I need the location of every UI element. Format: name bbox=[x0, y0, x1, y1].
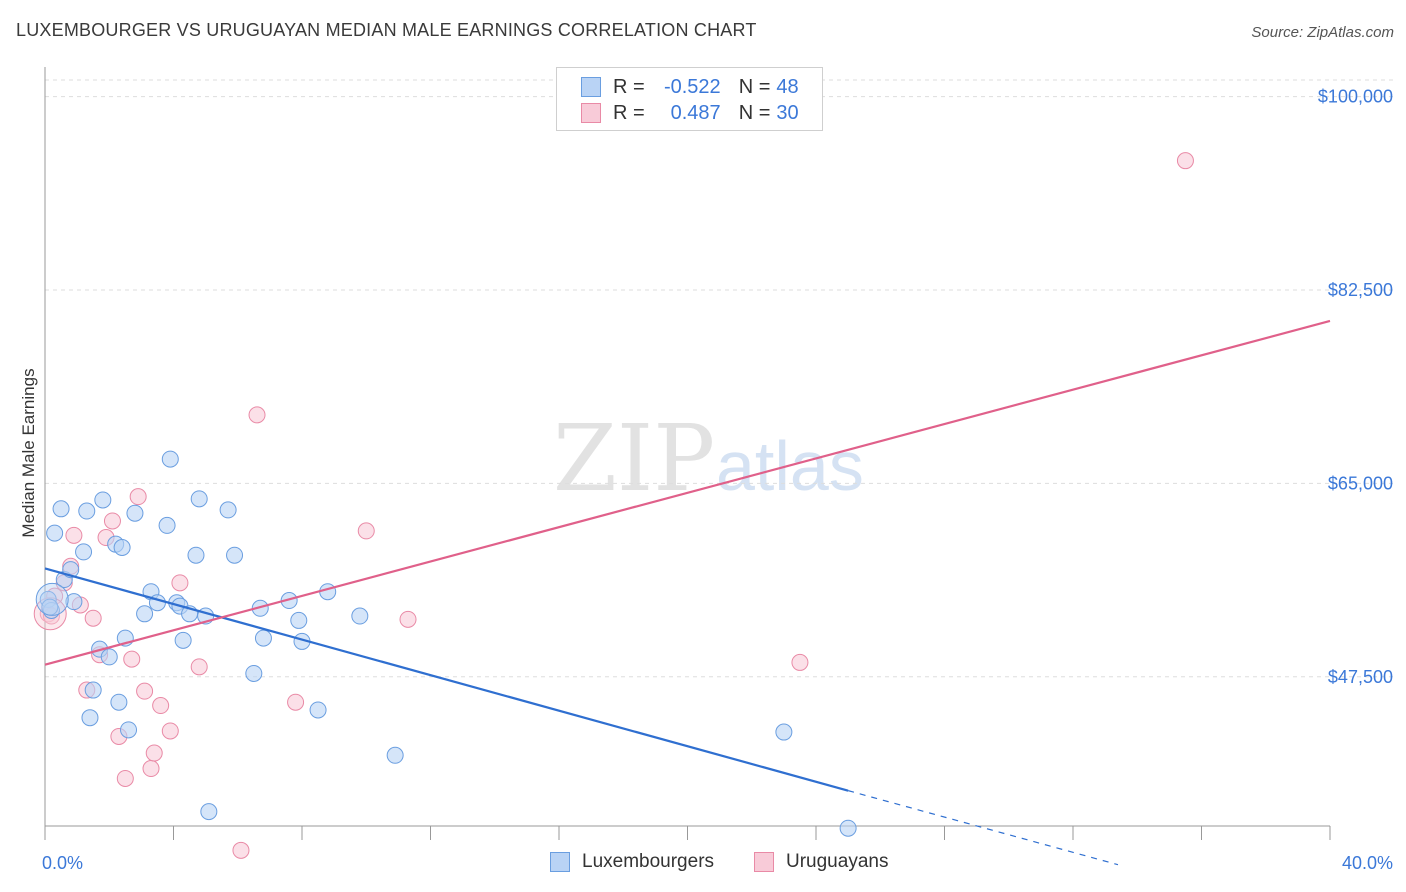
luxembourgers-point bbox=[52, 500, 70, 518]
luxembourgers-trend-line bbox=[44, 567, 849, 792]
luxembourgers-point bbox=[254, 629, 272, 647]
luxembourgers-point bbox=[81, 709, 99, 727]
luxembourgers-point bbox=[245, 664, 263, 682]
x-tick-labels: 0.0% 40.0% bbox=[42, 853, 1393, 873]
source-note: Source: ZipAtlas.com bbox=[1251, 24, 1394, 41]
source-label: Source: bbox=[1251, 24, 1304, 41]
luxembourgers-point bbox=[351, 607, 369, 625]
legend-item-uruguayans[interactable]: Uruguayans bbox=[754, 851, 888, 873]
luxembourgers-trend-extension bbox=[847, 790, 1119, 866]
legend-swatch-blue bbox=[581, 77, 601, 97]
chart-title: LUXEMBOURGER VS URUGUAYAN MEDIAN MALE EA… bbox=[16, 20, 757, 40]
uruguayans-point bbox=[791, 653, 809, 671]
uruguayans-point bbox=[123, 650, 141, 668]
luxembourgers-points bbox=[35, 450, 857, 837]
luxembourgers-point bbox=[226, 546, 244, 564]
luxembourgers-point bbox=[309, 701, 327, 719]
uruguayans-point bbox=[287, 693, 305, 711]
uruguayans-point bbox=[84, 609, 102, 627]
legend-item-luxembourgers[interactable]: Luxembourgers bbox=[550, 851, 714, 873]
uruguayans-point bbox=[232, 841, 250, 859]
legend-r-label: R = bbox=[613, 75, 645, 98]
watermark: ZIP atlas bbox=[553, 405, 864, 512]
luxembourgers-point bbox=[46, 524, 64, 542]
x-tick-label: 40.0% bbox=[1342, 853, 1393, 873]
y-tick-labels: $47,500 $65,000 $82,500 $100,000 bbox=[1318, 87, 1393, 687]
source-link[interactable]: ZipAtlas.com bbox=[1307, 24, 1394, 41]
luxembourgers-point bbox=[386, 746, 404, 764]
uruguayans-point bbox=[171, 574, 189, 592]
uruguayans-point bbox=[248, 406, 266, 424]
axes bbox=[44, 67, 1331, 840]
legend-label: Luxembourgers bbox=[582, 851, 715, 872]
luxembourgers-point bbox=[78, 502, 96, 520]
legend-r-value: -0.522 bbox=[663, 75, 721, 98]
legend-n-label: N = bbox=[738, 101, 771, 124]
luxembourgers-point bbox=[75, 543, 93, 561]
series-legend: Luxembourgers Uruguayans bbox=[0, 851, 1406, 877]
luxembourgers-point bbox=[290, 611, 308, 629]
luxembourgers-point bbox=[158, 516, 176, 534]
gridlines bbox=[45, 79, 1395, 678]
legend-n-value: 30 bbox=[776, 101, 799, 124]
luxembourgers-point bbox=[187, 546, 205, 564]
legend-swatch-pink bbox=[754, 852, 774, 872]
luxembourgers-point bbox=[319, 583, 337, 601]
legend-label: Uruguayans bbox=[786, 851, 889, 872]
luxembourgers-point bbox=[100, 648, 118, 666]
x-tick-label: 0.0% bbox=[42, 853, 83, 873]
uruguayans-point bbox=[145, 744, 163, 762]
legend-swatch-pink bbox=[581, 103, 601, 123]
legend-row-luxembourgers: R = -0.522 N = 48 bbox=[581, 75, 799, 99]
uruguayans-point bbox=[136, 682, 154, 700]
legend-n-label: N = bbox=[738, 75, 771, 98]
luxembourgers-point bbox=[190, 490, 208, 508]
uruguayans-trend-line bbox=[44, 319, 1331, 666]
legend-swatch-blue bbox=[550, 852, 570, 872]
luxembourgers-point bbox=[126, 504, 144, 522]
uruguayans-point bbox=[65, 526, 83, 544]
legend-row-uruguayans: R = 0.487 N = 30 bbox=[581, 101, 799, 125]
uruguayans-point bbox=[129, 488, 147, 506]
luxembourgers-point bbox=[113, 538, 131, 556]
legend-r-value: 0.487 bbox=[670, 101, 721, 124]
luxembourgers-point bbox=[94, 491, 112, 509]
luxembourgers-point bbox=[775, 723, 793, 741]
luxembourgers-point bbox=[174, 631, 192, 649]
y-axis-label: Median Male Earnings bbox=[19, 368, 38, 537]
uruguayans-point bbox=[399, 610, 417, 628]
y-tick-label: $47,500 bbox=[1328, 667, 1393, 687]
y-tick-label: $82,500 bbox=[1328, 280, 1393, 300]
luxembourgers-point bbox=[219, 501, 237, 519]
y-tick-label: $100,000 bbox=[1318, 87, 1393, 107]
trend-lines bbox=[44, 319, 1331, 866]
legend-r-label: R = bbox=[613, 101, 645, 124]
uruguayans-point bbox=[161, 722, 179, 740]
luxembourgers-point bbox=[200, 803, 218, 821]
uruguayans-point bbox=[103, 512, 121, 530]
watermark-zip: ZIP bbox=[553, 405, 715, 512]
luxembourgers-point bbox=[120, 721, 138, 739]
y-tick-label: $65,000 bbox=[1328, 473, 1393, 493]
uruguayans-point bbox=[1176, 152, 1194, 170]
luxembourgers-point bbox=[161, 450, 179, 468]
uruguayans-point bbox=[357, 522, 375, 540]
luxembourgers-point bbox=[136, 605, 154, 623]
uruguayans-point bbox=[116, 769, 134, 787]
luxembourgers-point bbox=[65, 593, 83, 611]
uruguayans-point bbox=[142, 760, 160, 778]
legend-n-value: 48 bbox=[776, 75, 799, 98]
uruguayans-point bbox=[152, 697, 170, 715]
correlation-legend: R = -0.522 N = 48 R = 0.487 N = 30 bbox=[556, 67, 823, 131]
luxembourgers-cluster-point bbox=[35, 582, 69, 616]
luxembourgers-point bbox=[110, 693, 128, 711]
luxembourgers-point bbox=[839, 819, 857, 837]
uruguayans-point bbox=[190, 658, 208, 676]
luxembourgers-point bbox=[84, 681, 102, 699]
